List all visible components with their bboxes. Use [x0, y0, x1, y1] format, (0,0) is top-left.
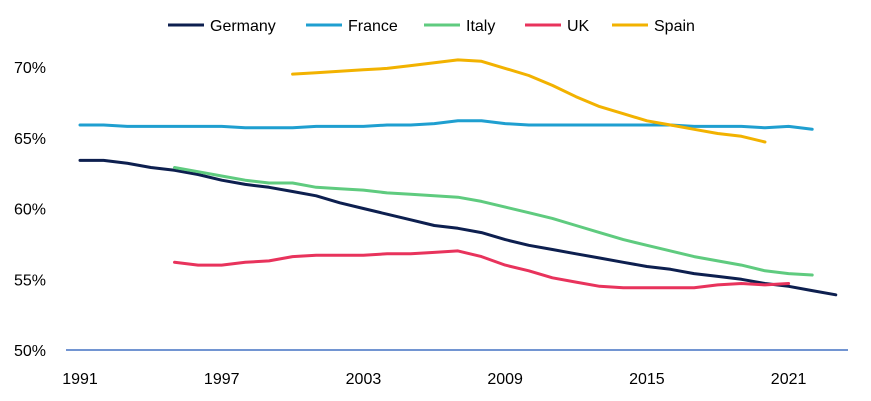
y-tick-label: 60%: [14, 202, 46, 219]
legend-item-spain: Spain: [612, 18, 695, 35]
x-tick-label: 2003: [346, 371, 382, 388]
y-tick-label: 50%: [14, 343, 46, 360]
y-tick-label: 65%: [14, 131, 46, 148]
x-tick-label: 1997: [204, 371, 240, 388]
legend: Germany France Italy UK Spain: [168, 18, 695, 35]
x-tick-label: 2021: [771, 371, 807, 388]
y-axis: 50% 55% 60% 65% 70%: [14, 60, 46, 360]
legend-label: Germany: [210, 18, 276, 35]
legend-item-germany: Germany: [168, 18, 276, 35]
x-tick-label: 1991: [62, 371, 98, 388]
legend-item-uk: UK: [525, 18, 590, 35]
series-line-france: [78, 119, 814, 131]
x-axis: 1991 1997 2003 2009 2015 2021: [62, 349, 848, 388]
y-tick-label: 55%: [14, 272, 46, 289]
legend-label: Italy: [466, 18, 495, 35]
y-tick-label: 70%: [14, 60, 46, 77]
legend-item-italy: Italy: [424, 18, 495, 35]
legend-label: UK: [567, 18, 590, 35]
series-line-italy: [173, 166, 814, 277]
series-group: [78, 58, 838, 297]
legend-label: Spain: [654, 18, 695, 35]
legend-label: France: [348, 18, 398, 35]
x-tick-label: 2009: [487, 371, 523, 388]
x-tick-label: 2015: [629, 371, 665, 388]
legend-item-france: France: [306, 18, 398, 35]
series-line-spain: [291, 58, 767, 144]
series-line-germany: [78, 158, 838, 297]
series-line-uk: [173, 249, 791, 290]
